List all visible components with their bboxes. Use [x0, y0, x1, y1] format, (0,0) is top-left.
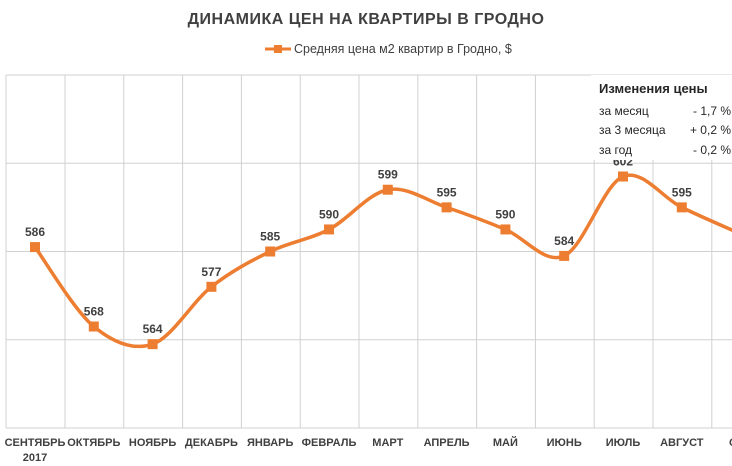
data-point-marker	[559, 250, 570, 261]
plot-grid	[5, 74, 732, 429]
series-line-path	[33, 173, 732, 349]
x-year-label: 2017	[23, 452, 47, 464]
data-label: 586	[25, 225, 45, 239]
data-point-marker	[618, 171, 628, 182]
data-point-marker	[676, 202, 687, 213]
change-month-value: - 1,7 %	[693, 104, 731, 118]
x-tick-label: ИЮЛЬ	[606, 437, 641, 449]
data-labels: 5865685645775855905995955905846025955	[25, 154, 692, 336]
data-point-marker	[265, 246, 276, 257]
data-point-marker	[324, 224, 334, 235]
change-month-label: за месяц	[599, 104, 649, 118]
data-point-marker	[147, 339, 158, 350]
x-tick-label: НОЯБРЬ	[129, 437, 177, 449]
data-label: 564	[143, 322, 163, 336]
data-label: 595	[437, 185, 457, 199]
legend-marker-swatch	[274, 45, 282, 53]
x-tick-label: МАЙ	[493, 436, 518, 449]
data-point-marker	[382, 184, 393, 195]
x-tick-label: ДЕКАБРЬ	[185, 437, 238, 449]
x-tick-label: ИЮНЬ	[547, 437, 582, 449]
x-tick-label: ЯНВАРЬ	[247, 437, 294, 449]
data-point-marker	[500, 224, 511, 235]
legend: Средняя цена м2 квартир в Гродно, $	[265, 42, 512, 56]
data-point-marker	[441, 202, 452, 213]
x-tick-label: АВГУСТ	[660, 437, 704, 449]
data-label: 585	[260, 230, 280, 244]
x-tick-label: СЕНТЯБРЬ	[5, 437, 66, 449]
change-3-months-value: + 0,2 %	[690, 123, 731, 137]
data-point-marker	[30, 242, 40, 253]
price-change-box: Изменения цены за месяц - 1,7 % за 3 мес…	[591, 75, 732, 160]
data-label: 577	[201, 265, 221, 279]
change-year-label: за год	[599, 143, 632, 157]
data-label: 568	[84, 305, 104, 319]
data-label: 590	[495, 207, 515, 221]
price-change-title: Изменения цены	[599, 81, 708, 96]
change-3-months-label: за 3 месяца	[599, 123, 666, 137]
x-tick-label: АПРЕЛЬ	[424, 437, 470, 449]
data-label: 599	[378, 168, 398, 182]
price-change-box-bg	[591, 75, 732, 160]
series-line	[33, 173, 732, 349]
data-label: 595	[672, 185, 692, 199]
x-tick-label: СЕН	[729, 437, 732, 449]
legend-label: Средняя цена м2 квартир в Гродно, $	[294, 42, 512, 56]
data-point-marker	[88, 321, 99, 332]
x-tick-label: ФЕВРАЛЬ	[302, 437, 357, 449]
data-label: 590	[319, 207, 339, 221]
x-tick-label: МАРТ	[372, 437, 403, 449]
data-point-marker	[206, 281, 217, 292]
chart-title: ДИНАМИКА ЦЕН НА КВАРТИРЫ В ГРОДНО	[188, 11, 545, 28]
x-axis-tick-labels: СЕНТЯБРЬ ОКТЯБРЬ НОЯБРЬ ДЕКАБРЬ ЯНВАРЬ ФЕВРАЛ…	[5, 436, 732, 464]
data-label: 584	[554, 234, 574, 248]
change-year-value: - 0,2 %	[693, 143, 731, 157]
data-points	[30, 171, 687, 350]
x-tick-label: ОКТЯБРЬ	[67, 437, 120, 449]
